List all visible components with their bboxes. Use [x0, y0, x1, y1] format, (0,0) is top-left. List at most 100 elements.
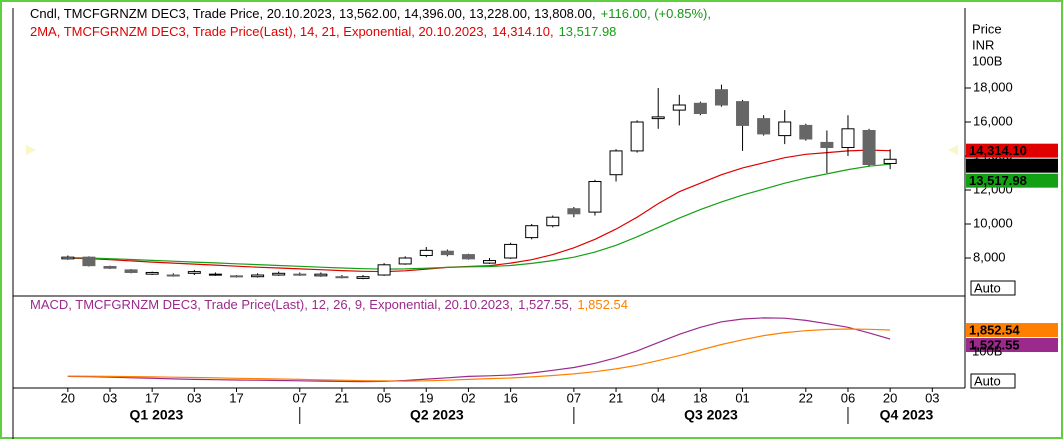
value-tag-label: 1,852.54 [969, 322, 1020, 337]
x-tick-label: 02 [461, 390, 475, 405]
legend-entry: 14,314.10, [492, 24, 553, 39]
ma-header: 2MA, TMCFGRNZM DEC3, Trade Price(Last), … [30, 24, 616, 39]
candle-body [651, 116, 665, 120]
x-tick-label: 18 [693, 390, 707, 405]
x-tick-label: 19 [419, 390, 433, 405]
legend-entry: 1,527.55, [518, 297, 572, 312]
candle-body [230, 275, 244, 278]
axis-label: 100B [972, 53, 1002, 68]
x-tick-label: 21 [609, 390, 623, 405]
change-text: +116.00, (+0.85%), [601, 6, 711, 21]
candle-body [440, 250, 454, 256]
candle-body [82, 256, 96, 267]
quarter-label: Q4 2023 [880, 407, 934, 423]
x-tick-label: 06 [841, 390, 855, 405]
candle-body [609, 150, 623, 176]
quarter-label: Q1 2023 [130, 407, 184, 423]
candle-body [588, 181, 602, 213]
auto-button-label[interactable]: Auto [974, 373, 1001, 388]
x-tick-label: 21 [335, 390, 349, 405]
candle-body [356, 276, 370, 279]
x-tick-label: 04 [651, 390, 665, 405]
x-tick-label: 22 [799, 390, 813, 405]
legend-entry: 13,517.98 [559, 24, 617, 39]
axis-label: 100B [972, 343, 1002, 358]
axis-label: Price [972, 21, 1002, 36]
candle-body [504, 243, 518, 259]
auto-button-label[interactable]: Auto [974, 280, 1001, 295]
line-series [67, 163, 891, 270]
candle-header: Cndl, TMCFGRNZM DEC3, Trade Price, 20.10… [30, 6, 711, 21]
value-tag [966, 158, 1058, 173]
candle-body [525, 225, 539, 239]
candle-body [419, 249, 433, 256]
y-tick-label: 8,000 [973, 249, 1006, 264]
candle-body [483, 260, 497, 264]
candle-body [103, 266, 117, 269]
legend-entry: 1,852.54 [577, 297, 628, 312]
candle-body [841, 128, 855, 149]
x-tick-label: 07 [567, 390, 581, 405]
x-tick-label: 16 [503, 390, 517, 405]
candle-body [398, 257, 412, 265]
candle-body [272, 272, 286, 276]
candle-body [335, 276, 349, 279]
ma-title: 2MA, TMCFGRNZM DEC3, Trade Price(Last), … [30, 24, 487, 39]
candle-body [778, 121, 792, 137]
candle-body [693, 102, 707, 115]
candle-body [672, 104, 686, 111]
candle-body [736, 101, 750, 126]
x-tick-label: 20 [61, 390, 75, 405]
candle-body [166, 274, 180, 277]
candle-body [208, 273, 222, 276]
y-tick-label: 18,000 [973, 79, 1013, 94]
candle-body [630, 121, 644, 152]
y-tick-label: 16,000 [973, 113, 1013, 128]
candle-body [567, 208, 581, 215]
value-tag-label: 13,517.98 [969, 173, 1027, 188]
candle-body [187, 271, 201, 274]
x-tick-label: 01 [735, 390, 749, 405]
x-tick-label: 05 [377, 390, 391, 405]
value-tag-label: 13,808.00 [969, 158, 1027, 173]
x-tick-label: 03 [103, 390, 117, 405]
candle-body [714, 89, 728, 106]
quarter-label: Q3 2023 [684, 407, 738, 423]
candle-body [883, 158, 897, 164]
value-tag-label: 14,314.10 [969, 143, 1027, 158]
value-tag-label: 1,527.55 [969, 337, 1020, 352]
auto-button[interactable] [970, 280, 1016, 296]
macd-header: MACD, TMCFGRNZM DEC3, Trade Price(Last),… [30, 297, 628, 312]
candle-title: Cndl, TMCFGRNZM DEC3, Trade Price, 20.10… [30, 6, 596, 21]
candle-body [461, 254, 475, 260]
x-tick-label: 03 [187, 390, 201, 405]
line-series [67, 328, 891, 382]
value-tag [966, 173, 1058, 188]
value-tag [966, 338, 1058, 353]
candle-body [145, 271, 159, 275]
macd-title: MACD, TMCFGRNZM DEC3, Trade Price(Last),… [30, 297, 513, 312]
candle-body [124, 269, 138, 273]
x-tick-label: 17 [229, 390, 243, 405]
candle-body [799, 124, 813, 140]
x-tick-label: 03 [925, 390, 939, 405]
scroll-right[interactable] [948, 145, 958, 155]
auto-button[interactable] [970, 373, 1016, 389]
candle-body [251, 274, 265, 278]
candle-body [546, 216, 560, 227]
value-tag [966, 143, 1058, 158]
y-tick-label: 10,000 [973, 215, 1013, 230]
quarter-label: Q2 2023 [410, 407, 464, 423]
value-tag [966, 323, 1058, 338]
x-tick-label: 20 [883, 390, 897, 405]
candle-body [314, 273, 328, 277]
scroll-left[interactable] [26, 145, 36, 155]
candle-body [757, 118, 771, 135]
x-tick-label: 07 [293, 390, 307, 405]
axis-label: INR [972, 37, 994, 52]
candle-body [61, 256, 75, 260]
candle-body [293, 273, 307, 276]
